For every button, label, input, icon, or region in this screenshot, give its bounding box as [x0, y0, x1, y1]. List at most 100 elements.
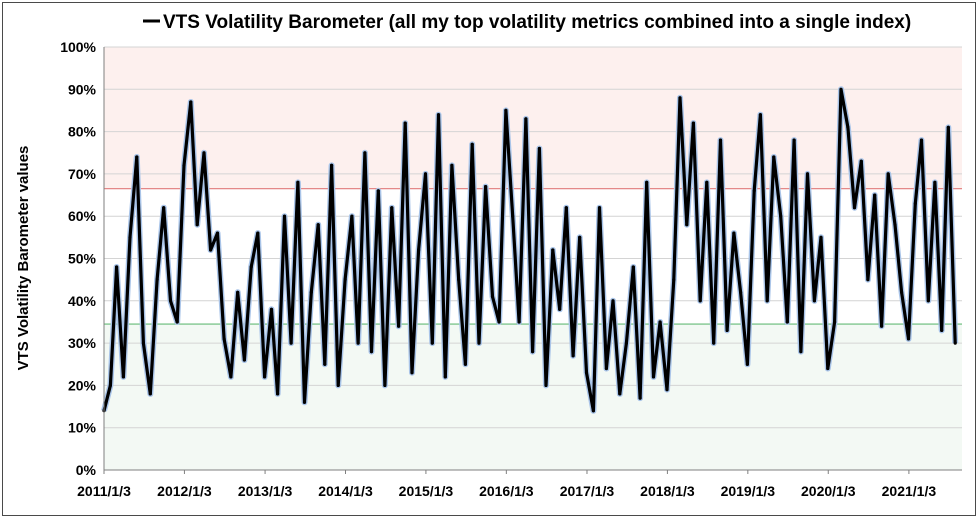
- data-point: [537, 146, 542, 151]
- data-point: [812, 299, 817, 303]
- data-point: [618, 392, 622, 396]
- legend: VTS Volatility Barometer (all my top vol…: [143, 12, 911, 33]
- data-point: [880, 324, 884, 328]
- data-point: [121, 375, 125, 379]
- data-point: [591, 409, 596, 413]
- data-point: [805, 172, 810, 176]
- data-point: [913, 201, 917, 206]
- data-point: [551, 248, 555, 252]
- data-point: [672, 278, 676, 282]
- data-point: [490, 295, 495, 299]
- data-point: [330, 163, 334, 167]
- x-tick-label: 2011/1/3: [77, 483, 131, 499]
- data-point: [289, 341, 293, 345]
- data-point: [343, 278, 347, 282]
- data-point: [282, 214, 287, 218]
- data-point: [497, 320, 501, 324]
- data-point: [531, 350, 535, 354]
- data-point: [350, 214, 354, 218]
- x-tick-label: 2021/1/3: [882, 483, 937, 499]
- data-point: [517, 320, 521, 324]
- data-point: [611, 299, 615, 303]
- data-point: [168, 299, 173, 303]
- data-point: [457, 278, 461, 282]
- data-point: [108, 383, 112, 387]
- axes: [103, 47, 962, 471]
- data-point: [390, 206, 394, 210]
- data-point: [772, 155, 776, 159]
- data-point: [597, 206, 602, 210]
- data-point: [886, 172, 890, 176]
- data-point: [571, 354, 575, 358]
- y-tick-label: 50%: [68, 251, 97, 267]
- data-point: [463, 362, 467, 366]
- data-point: [839, 87, 843, 91]
- y-tick-label: 10%: [68, 420, 97, 436]
- data-point: [263, 375, 267, 379]
- data-point: [578, 235, 582, 239]
- data-point: [484, 185, 488, 189]
- data-point: [691, 121, 696, 125]
- data-point: [369, 350, 374, 354]
- x-tick-labels: 2011/1/3 2012/1/3 2013/1/3 2014/1/3 2015/1/3…: [77, 470, 936, 499]
- data-point: [423, 172, 428, 176]
- data-point: [906, 337, 911, 341]
- data-point: [859, 159, 863, 163]
- data-point: [524, 117, 528, 121]
- data-point: [115, 265, 119, 269]
- data-point: [953, 341, 957, 345]
- y-tick-label: 60%: [68, 208, 97, 224]
- x-tick-label: 2018/1/3: [640, 483, 695, 499]
- data-point: [645, 180, 649, 184]
- data-point: [356, 341, 360, 345]
- data-point: [182, 163, 186, 167]
- data-point: [135, 155, 139, 159]
- x-tick-label: 2015/1/3: [399, 483, 454, 499]
- data-point: [718, 138, 723, 142]
- data-point: [504, 108, 508, 112]
- data-point: [236, 290, 240, 294]
- y-tick-label: 100%: [60, 39, 96, 55]
- data-point: [946, 125, 950, 129]
- data-point: [819, 235, 823, 239]
- data-point: [477, 341, 481, 345]
- data-point: [296, 180, 300, 184]
- data-point: [651, 375, 656, 379]
- data-point: [403, 121, 407, 125]
- data-point: [893, 223, 897, 227]
- x-tick-label: 2012/1/3: [157, 483, 212, 499]
- y-tick-label: 0%: [76, 462, 97, 478]
- data-point: [202, 151, 206, 155]
- data-point: [940, 328, 944, 332]
- data-point: [189, 100, 193, 104]
- data-point: [785, 320, 789, 324]
- data-point: [873, 193, 877, 197]
- data-point: [799, 350, 803, 354]
- data-point: [658, 320, 662, 324]
- data-point: [229, 375, 233, 379]
- data-point: [148, 392, 152, 396]
- data-point: [155, 278, 159, 282]
- data-point: [739, 290, 743, 294]
- data-point: [685, 223, 689, 227]
- data-point: [222, 337, 226, 341]
- data-point: [209, 248, 213, 252]
- data-point: [162, 206, 166, 210]
- data-point: [765, 299, 769, 303]
- data-point: [758, 113, 763, 117]
- data-point: [712, 341, 716, 345]
- data-point: [792, 138, 796, 142]
- data-point: [363, 151, 367, 155]
- data-point: [745, 362, 750, 366]
- data-point: [195, 223, 199, 227]
- data-point: [698, 299, 702, 303]
- y-tick-label: 20%: [68, 377, 97, 393]
- series-line-0: [102, 87, 957, 413]
- data-point: [128, 235, 132, 239]
- data-point: [779, 214, 783, 218]
- data-point: [833, 320, 837, 324]
- data-point: [175, 320, 179, 324]
- data-point: [933, 180, 937, 184]
- data-point: [558, 307, 562, 311]
- data-point: [665, 388, 669, 392]
